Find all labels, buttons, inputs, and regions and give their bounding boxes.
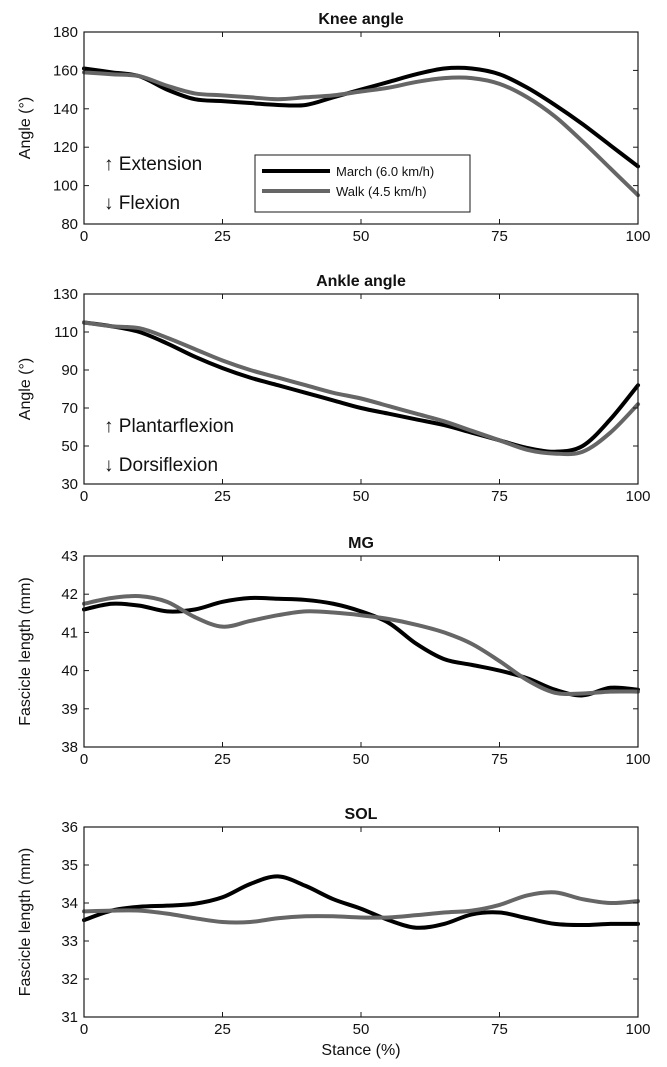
mg-y-tick-label: 43 xyxy=(61,548,78,565)
mg-x-tick-label: 0 xyxy=(80,751,88,768)
ankle-x-tick-label: 75 xyxy=(491,488,508,505)
knee-y-tick-label: 120 xyxy=(53,139,78,156)
mg-plot-frame xyxy=(83,555,639,748)
sol-x-tick-label: 75 xyxy=(491,1021,508,1038)
sol-y-tick-label: 32 xyxy=(61,971,78,988)
knee-angle-panel: Knee angle 0 25 50 75 100 80 100 120 140 160 180 Ang… xyxy=(17,11,651,245)
knee-y-tick-label: 180 xyxy=(53,24,78,41)
knee-panel-title: Knee angle xyxy=(318,11,403,28)
mg-y-tick-label: 40 xyxy=(61,663,78,680)
legend-label-walk: Walk (4.5 km/h) xyxy=(336,184,427,199)
knee-y-tick-label: 140 xyxy=(53,101,78,118)
ankle-y-tick-label: 110 xyxy=(54,324,78,341)
sol-march-line xyxy=(82,874,640,930)
sol-y-tick-label: 34 xyxy=(61,895,78,912)
mg-x-tick-label: 25 xyxy=(214,751,231,768)
ankle-y-axis-label: Angle (°) xyxy=(17,358,34,420)
sol-y-axis-label: Fascicle length (mm) xyxy=(17,848,34,996)
ankle-x-tick-label: 25 xyxy=(214,488,231,505)
ankle-annotation-up: ↑ Plantarflexion xyxy=(104,416,234,437)
mg-march-line xyxy=(82,595,640,698)
sol-y-tick-label: 33 xyxy=(61,933,78,950)
ankle-y-tick-label: 70 xyxy=(61,400,78,417)
ankle-walk-line xyxy=(82,320,640,457)
sol-y-tick-label: 31 xyxy=(61,1009,78,1026)
ankle-y-tick-label: 130 xyxy=(53,286,78,303)
knee-annotation-up: ↑ Extension xyxy=(104,154,202,175)
sol-x-tick-label: 50 xyxy=(353,1021,370,1038)
sol-x-tick-label: 25 xyxy=(214,1021,231,1038)
mg-y-tick-label: 38 xyxy=(61,739,78,756)
knee-x-tick-label: 0 xyxy=(80,228,88,245)
mg-panel-title: MG xyxy=(348,535,374,552)
knee-annotation-down: ↓ Flexion xyxy=(104,193,180,214)
sol-panel-title: SOL xyxy=(345,806,378,823)
ankle-panel-title: Ankle angle xyxy=(316,273,406,290)
sol-y-tick-label: 35 xyxy=(61,857,78,874)
sol-x-tick-label: 0 xyxy=(80,1021,88,1038)
knee-walk-line xyxy=(82,70,640,198)
mg-fascicle-panel: MG 0 25 50 75 100 38 39 40 41 42 43 Fascicle length … xyxy=(17,535,651,768)
knee-x-tick-label: 25 xyxy=(214,228,231,245)
ankle-angle-panel: Ankle angle 0 25 50 75 100 30 50 70 90 110 130 Angle… xyxy=(17,273,651,505)
mg-x-tick-label: 50 xyxy=(353,751,370,768)
mg-y-axis-label: Fascicle length (mm) xyxy=(17,577,34,725)
mg-y-tick-label: 41 xyxy=(61,624,78,641)
mg-x-tick-label: 100 xyxy=(625,751,650,768)
mg-y-tick-label: 39 xyxy=(61,701,78,718)
sol-x-axis-label: Stance (%) xyxy=(321,1042,400,1059)
mg-x-tick-label: 75 xyxy=(491,751,508,768)
ankle-x-tick-label: 50 xyxy=(353,488,370,505)
ankle-y-tick-label: 30 xyxy=(61,476,78,493)
ankle-x-tick-label: 0 xyxy=(80,488,88,505)
legend-label-march: March (6.0 km/h) xyxy=(336,164,434,179)
ankle-y-tick-label: 50 xyxy=(61,438,78,455)
ankle-annotation-down: ↓ Dorsiflexion xyxy=(104,455,218,476)
mg-walk-line xyxy=(82,593,640,697)
knee-y-tick-label: 100 xyxy=(53,178,78,195)
sol-fascicle-panel: SOL 0 25 50 75 100 31 32 33 34 35 36 Fascicle length… xyxy=(17,806,651,1059)
knee-x-tick-label: 75 xyxy=(491,228,508,245)
legend: March (6.0 km/h) Walk (4.5 km/h) xyxy=(254,154,471,213)
ankle-y-tick-label: 90 xyxy=(61,362,78,379)
knee-y-tick-label: 80 xyxy=(61,216,78,233)
sol-x-tick-label: 100 xyxy=(625,1021,650,1038)
legend-box xyxy=(254,154,471,213)
mg-y-tick-label: 42 xyxy=(61,586,78,603)
knee-y-tick-label: 160 xyxy=(53,62,78,79)
sol-y-tick-label: 36 xyxy=(61,819,78,836)
knee-y-axis-label: Angle (°) xyxy=(17,97,34,159)
ankle-x-tick-label: 100 xyxy=(625,488,650,505)
knee-x-tick-label: 50 xyxy=(353,228,370,245)
knee-x-tick-label: 100 xyxy=(625,228,650,245)
sol-walk-line xyxy=(82,890,640,925)
